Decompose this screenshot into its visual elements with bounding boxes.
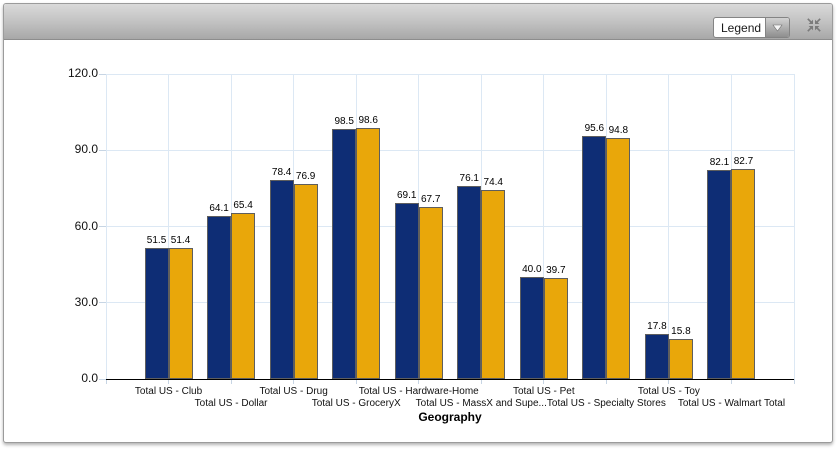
x-tick-mark [668,379,670,384]
y-tick-mark [99,226,106,227]
bar-gold[interactable] [418,206,443,379]
y-tick-label: 30.0 [74,294,98,309]
bar-gold[interactable] [356,128,381,379]
y-tick-label: 120.0 [67,66,98,80]
bar-value-label: 17.8 [647,320,667,332]
bar-value-label: 98.5 [334,115,354,127]
bar-gold[interactable] [231,212,256,379]
bar-value-label: 82.1 [709,157,730,169]
bar-value-label: 69.1 [396,190,417,202]
x-category-label: Total US - Club [134,386,203,397]
bar-gold[interactable] [543,278,568,379]
bar-value-label: 64.1 [209,203,229,215]
chart-area: Geography 0.0 30.0 60.0 90.0 120.0 51.5 64.1 78… [4,41,832,442]
x-axis-line [106,379,794,380]
bar-value-label: 40.0 [522,264,542,276]
y-tick-mark [99,149,106,151]
bar-value-label: 76.1 [459,172,479,184]
y-tick-mark [99,302,106,304]
chevron-down-icon[interactable] [765,18,789,37]
x-axis-title: Geography [418,410,482,424]
x-category-label: Total US - Dollar [194,398,268,409]
bar-gold[interactable] [293,183,318,379]
horizontal-gridline [106,73,794,75]
x-category-label: Total US - GroceryX [311,398,401,409]
horizontal-gridline [106,226,794,227]
vertical-gridline [168,74,170,379]
bar-gold[interactable] [481,189,506,379]
vertical-gridline [668,74,670,379]
bar-value-label: 76.9 [295,170,316,182]
bar-value-label: 51.5 [146,235,167,247]
x-tick-mark [418,379,420,384]
bar-navy[interactable] [207,216,232,379]
vertical-gridline [543,74,545,379]
bar-value-label: 78.4 [271,166,292,178]
collapse-arrows-icon[interactable] [805,16,823,34]
bar-value-label: 95.6 [584,123,605,135]
x-tick-mark [605,379,607,384]
x-category-label: Total US - MassX and Supe... [415,398,547,409]
horizontal-gridline [106,149,794,151]
bar-value-label: 51.4 [170,235,191,247]
bar-value-label: 67.7 [420,193,441,205]
x-tick-mark [168,379,170,384]
x-tick-mark [105,379,107,384]
bar-navy[interactable] [144,248,169,379]
y-tick-label: 60.0 [74,218,98,233]
bar-gold[interactable] [168,248,193,379]
bar-value-label: 82.7 [733,155,754,167]
bar-navy[interactable] [644,333,669,379]
x-tick-mark [355,379,357,384]
x-tick-mark [543,379,545,384]
bar-gold[interactable] [606,138,631,379]
bar-navy[interactable] [519,277,544,379]
x-tick-mark [480,379,482,384]
x-category-label: Total US - Pet [512,386,575,397]
y-tick-mark [99,73,106,75]
vertical-gridline [793,74,795,379]
horizontal-gridline [106,302,794,304]
bar-navy[interactable] [394,203,419,379]
x-category-label: Total US - Drug [259,386,328,397]
x-tick-mark [730,379,732,384]
bar-value-label: 74.4 [483,176,503,188]
bar-navy[interactable] [582,136,607,379]
x-tick-mark [293,379,295,384]
y-tick-mark [99,378,106,380]
x-tick-mark [230,379,232,384]
legend-dropdown-value: Legend [721,21,762,35]
x-category-label: Total US - Toy [637,386,700,397]
bar-navy[interactable] [457,185,482,379]
bar-navy[interactable] [332,128,357,379]
bar-value-label: 39.7 [546,265,566,277]
legend-dropdown[interactable]: Legend [713,17,790,38]
x-category-label: Total US - Specialty Stores [546,398,666,409]
bar-navy[interactable] [707,170,732,379]
bar-value-label: 94.8 [608,125,629,137]
bar-value-label: 65.4 [233,199,253,211]
toolbar: Legend [4,4,832,40]
bar-gold[interactable] [731,168,756,379]
x-category-label: Total US - Walmart Total [677,398,786,409]
bar-gold[interactable] [668,338,693,379]
bar-value-label: 98.6 [358,115,378,127]
chart-widget: Legend Geography 0.0 30.0 60.0 90.0 120.0 51.… [3,3,833,443]
y-tick-label: 90.0 [74,142,98,157]
x-category-label: Total US - Hardware-Home [358,386,479,397]
plot-area: Geography 0.0 30.0 60.0 90.0 120.0 51.5 64.1 78… [68,66,795,424]
x-tick-mark [793,379,795,384]
bar-value-label: 15.8 [671,325,691,337]
y-tick-label: 0.0 [81,371,98,385]
vertical-gridline [105,74,107,379]
bar-navy[interactable] [269,179,294,379]
